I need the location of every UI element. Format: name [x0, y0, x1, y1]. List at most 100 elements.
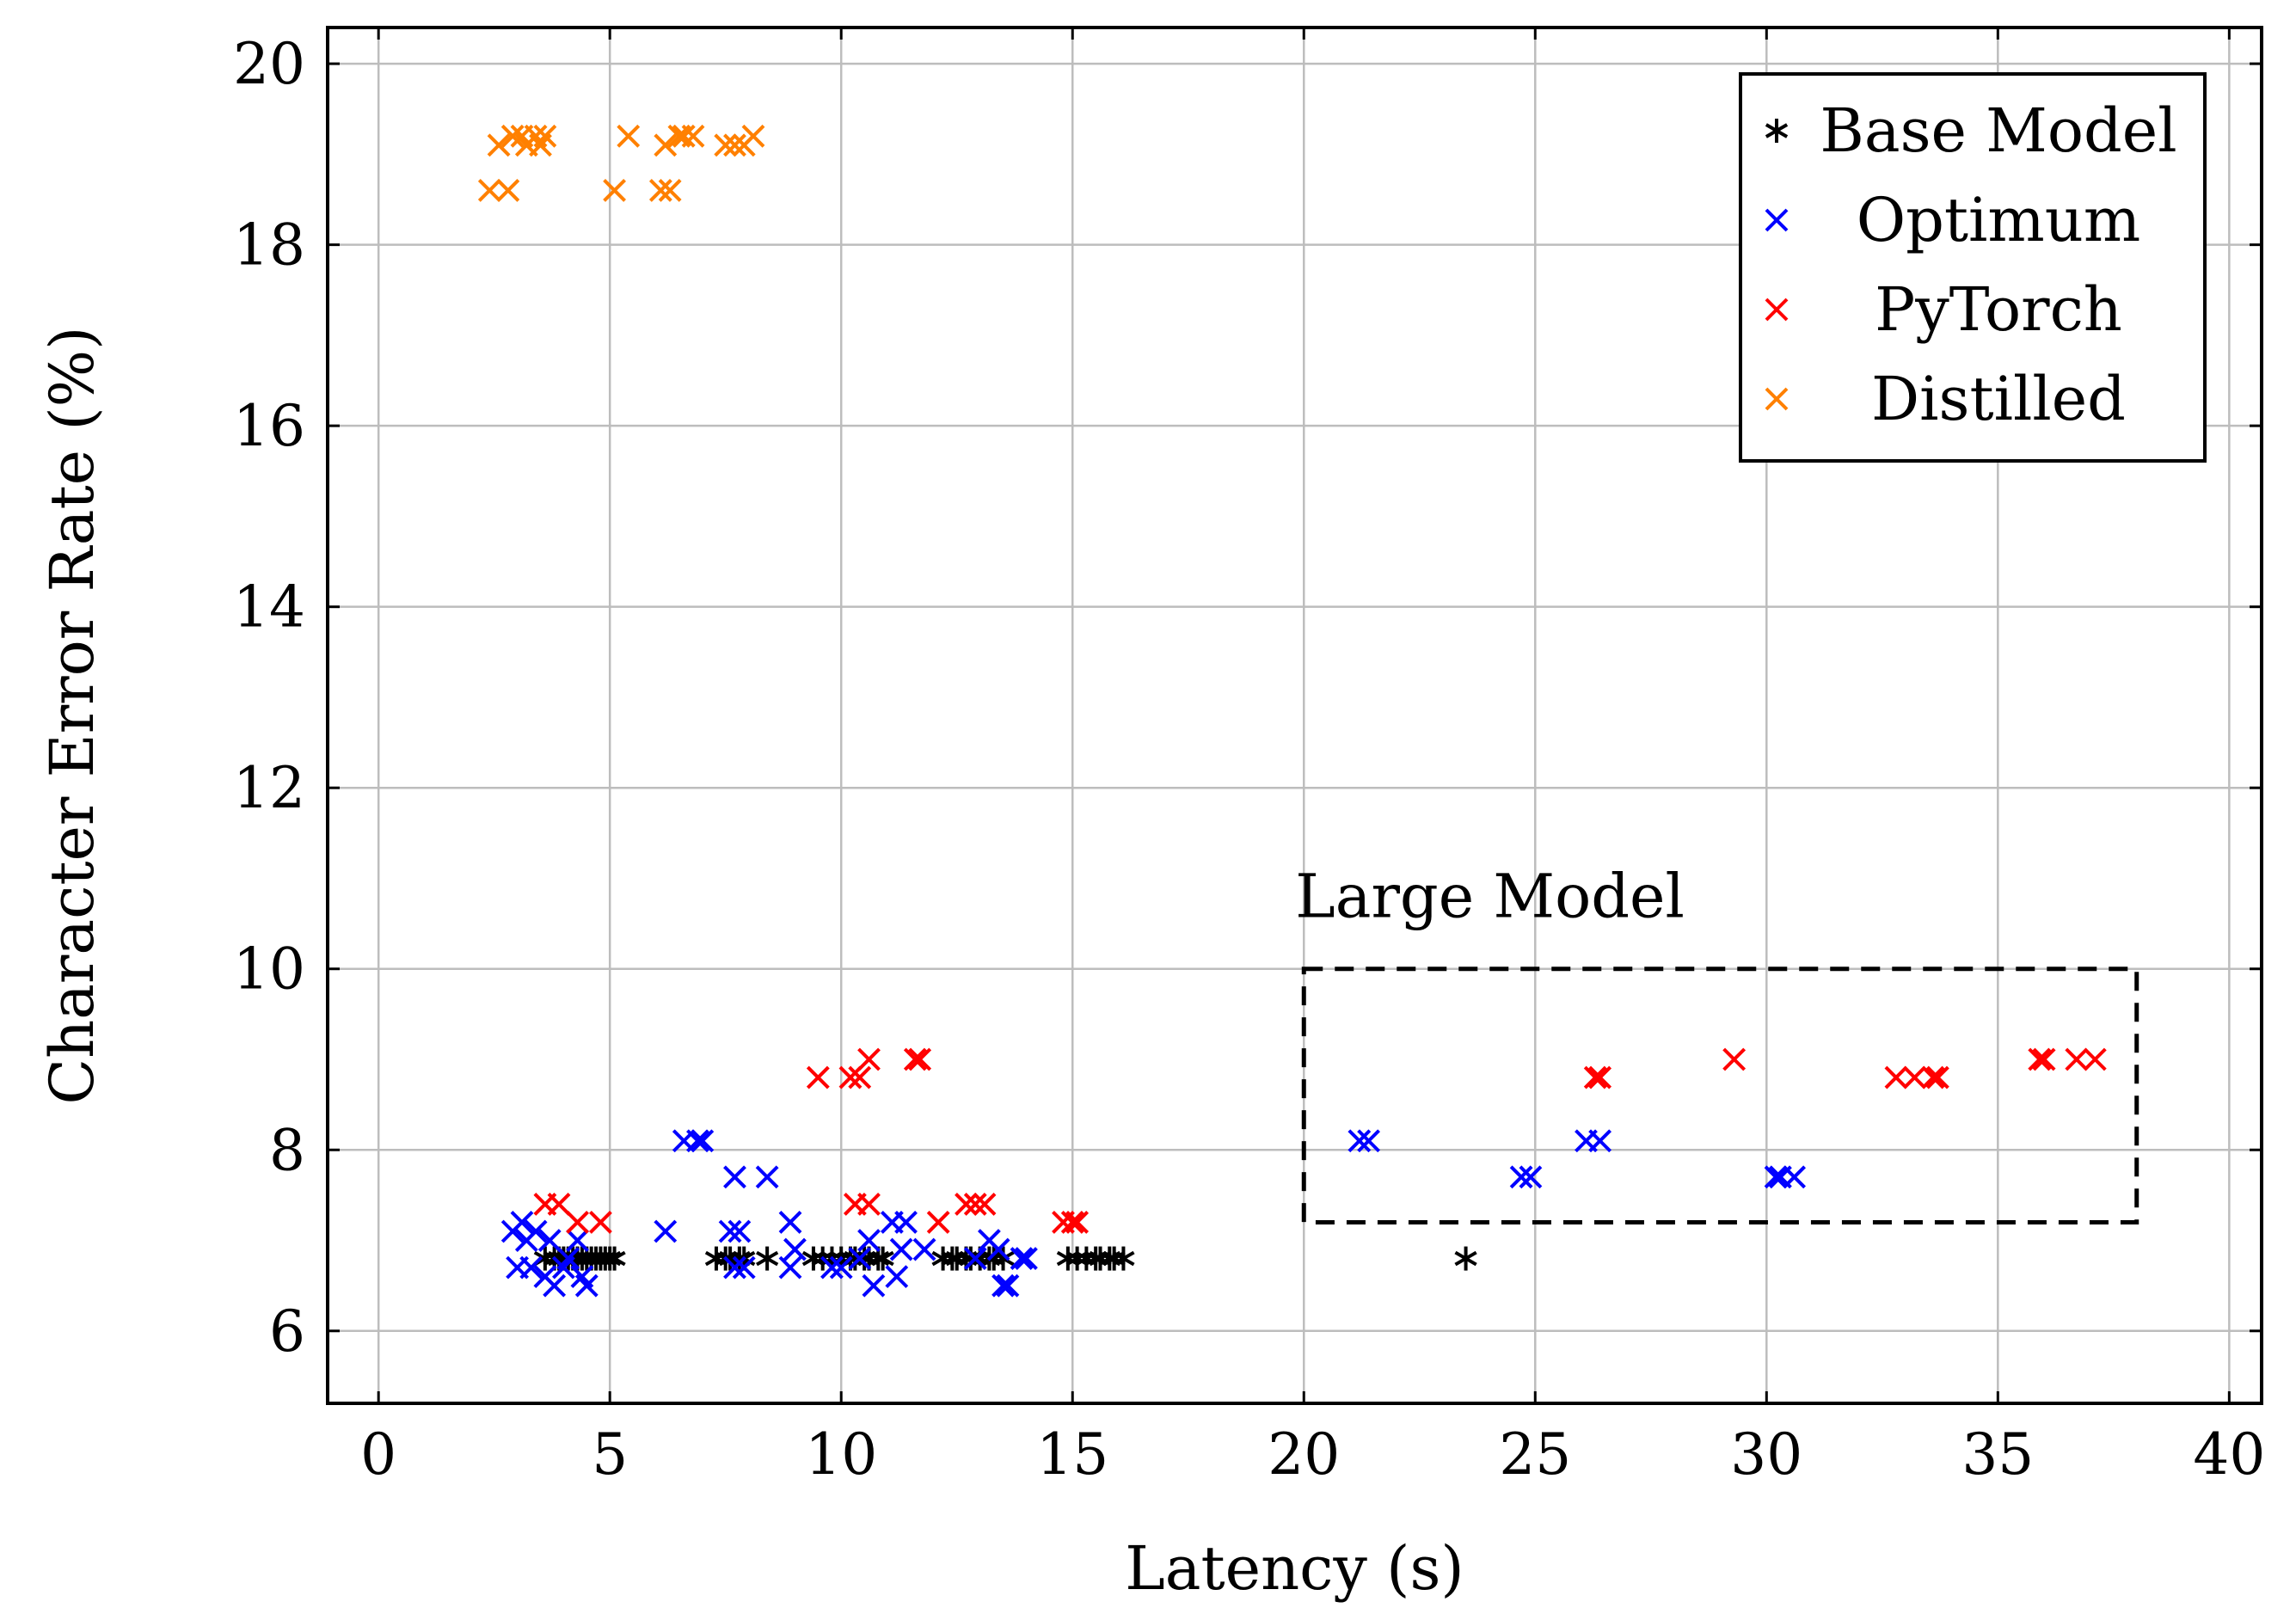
- data-point: [2083, 1047, 2107, 1071]
- x-tick-label: 40: [2193, 1421, 2265, 1488]
- data-point: [617, 124, 641, 148]
- data-point: [496, 179, 520, 202]
- data-point: [778, 1211, 802, 1234]
- data-point: [857, 1229, 881, 1252]
- data-point: [848, 1247, 872, 1270]
- data-point: [727, 1246, 751, 1271]
- data-point: [1903, 1065, 1926, 1089]
- data-point: [672, 124, 696, 148]
- data-point: [681, 124, 705, 148]
- data-point: [1921, 1065, 1945, 1089]
- data-point: [991, 1246, 1015, 1271]
- data-point: [1060, 1211, 1084, 1234]
- data-point: [783, 1237, 807, 1261]
- data-point: [1454, 1246, 1477, 1271]
- legend-marker: [1765, 208, 1789, 232]
- data-point: [829, 1255, 853, 1280]
- data-point: [778, 1255, 802, 1280]
- data-point: [857, 1047, 881, 1071]
- y-tick-label: 18: [233, 212, 305, 279]
- data-point: [1102, 1246, 1126, 1271]
- data-point: [648, 179, 672, 202]
- data-point: [519, 1255, 543, 1280]
- data-point: [603, 1246, 626, 1271]
- legend: Base Model Optimum PyTorch Distilled: [1739, 72, 2207, 463]
- data-point: [524, 1219, 548, 1243]
- legend-box: [1739, 72, 2207, 463]
- data-point: [477, 179, 501, 202]
- legend-entry: Distilled: [1871, 364, 2126, 434]
- data-point: [547, 1193, 571, 1216]
- data-point: [991, 1273, 1015, 1298]
- data-point: [510, 1211, 534, 1234]
- data-point: [903, 1047, 927, 1071]
- data-point: [848, 1065, 872, 1089]
- data-point: [963, 1247, 987, 1270]
- y-tick-label: 20: [233, 31, 305, 97]
- data-point: [723, 1165, 746, 1189]
- data-point: [857, 1193, 881, 1216]
- x-tick-label: 20: [1268, 1421, 1340, 1488]
- data-point: [1884, 1065, 1908, 1089]
- data-point: [599, 1246, 622, 1271]
- data-point: [1588, 1129, 1612, 1153]
- data-point: [1783, 1165, 1806, 1189]
- y-tick-label: 16: [233, 393, 305, 459]
- data-point: [1588, 1065, 1612, 1089]
- legend-entry: PyTorch: [1875, 274, 2122, 345]
- y-tick-label: 12: [233, 755, 305, 821]
- x-tick-label: 15: [1036, 1421, 1108, 1488]
- y-tick-label: 6: [269, 1298, 305, 1365]
- data-point: [955, 1193, 978, 1216]
- data-point: [2028, 1047, 2052, 1071]
- data-point: [1065, 1246, 1089, 1271]
- x-tick-label: 0: [360, 1421, 396, 1488]
- legend-marker: [1765, 298, 1789, 322]
- data-point: [654, 133, 678, 157]
- large-model-annotation: Large Model: [1295, 862, 2139, 1224]
- data-point: [691, 1129, 715, 1153]
- data-point: [1509, 1165, 1533, 1189]
- legend-entry: Base Model: [1820, 95, 2176, 166]
- data-point: [533, 124, 557, 148]
- large-model-box: [1301, 967, 2139, 1224]
- data-point: [686, 1129, 709, 1153]
- x-tick-label: 35: [1961, 1421, 2034, 1488]
- data-point: [727, 1219, 752, 1243]
- data-point: [912, 1237, 936, 1261]
- data-point: [2032, 1047, 2056, 1071]
- data-point: [718, 1219, 742, 1243]
- data-point: [741, 124, 765, 148]
- legend-marker: [1765, 387, 1789, 411]
- data-point: [723, 1255, 746, 1280]
- data-point: [500, 124, 525, 148]
- data-point: [732, 1255, 756, 1280]
- data-point: [543, 1273, 567, 1298]
- data-point: [871, 1246, 894, 1271]
- data-point: [589, 1211, 612, 1234]
- data-point: [1722, 1047, 1747, 1071]
- data-point: [973, 1193, 997, 1216]
- data-point: [603, 179, 626, 202]
- data-point: [1583, 1065, 1607, 1089]
- x-tick-label: 30: [1730, 1421, 1802, 1488]
- data-point: [574, 1273, 599, 1298]
- data-point: [986, 1237, 1010, 1261]
- grid-lines: [328, 28, 2262, 1403]
- data-point: [1519, 1165, 1543, 1189]
- data-point: [1015, 1247, 1038, 1270]
- data-point: [885, 1265, 909, 1289]
- data-point: [1357, 1129, 1381, 1153]
- series-optimum: [500, 1129, 1806, 1298]
- x-axis-label: Latency (s): [1125, 1533, 1464, 1604]
- data-point: [1065, 1211, 1090, 1234]
- series-distilled: [477, 124, 765, 202]
- data-point: [838, 1065, 863, 1089]
- data-point: [658, 179, 682, 202]
- data-point: [963, 1193, 987, 1216]
- legend-entry: Optimum: [1857, 185, 2141, 255]
- data-point: [566, 1229, 589, 1252]
- data-point: [566, 1211, 589, 1234]
- plot-frame: [326, 26, 2263, 1405]
- data-point: [889, 1237, 913, 1261]
